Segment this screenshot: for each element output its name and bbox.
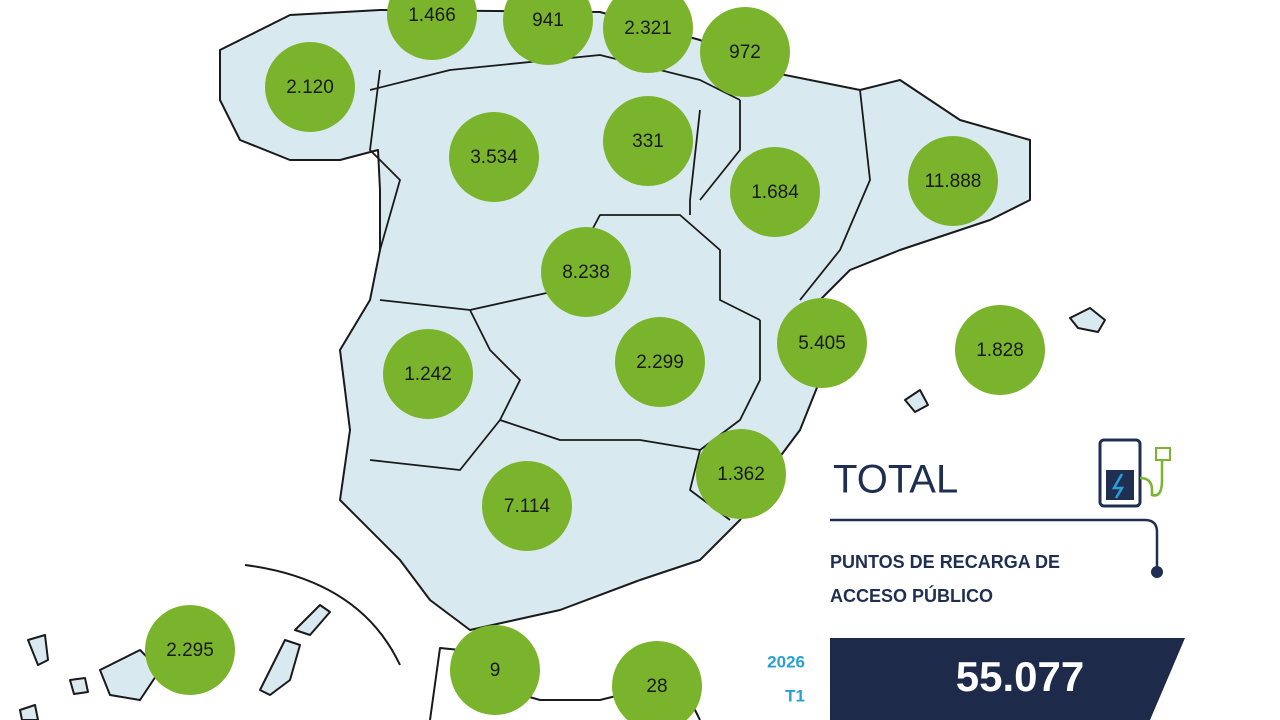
- bubble: [387, 0, 477, 60]
- bubble-label: 331: [632, 131, 664, 152]
- bubble: [603, 96, 693, 186]
- total-panel: TOTAL PUNTOS DE RECARGA DE ACCESO PÚBLIC…: [767, 438, 1185, 720]
- bubble: [482, 461, 572, 551]
- bubble: [265, 42, 355, 132]
- bubble-label: 972: [729, 42, 761, 63]
- total-value: 55.077: [956, 653, 1084, 700]
- bubble: [700, 7, 790, 97]
- total-title: TOTAL: [833, 458, 958, 502]
- canary-separator: [244, 564, 401, 666]
- border: [369, 54, 741, 101]
- bubble-label: 1.828: [976, 340, 1024, 361]
- bubble-label: 941: [532, 10, 564, 31]
- divider: [830, 518, 1159, 572]
- charger-icon: [1098, 438, 1171, 508]
- subtitle-line: PUNTOS DE RECARGA DE: [830, 552, 1060, 572]
- island: [259, 639, 301, 696]
- island: [19, 704, 39, 720]
- island: [69, 677, 89, 695]
- border: [379, 214, 761, 321]
- border: [369, 69, 401, 251]
- island: [99, 649, 161, 701]
- island: [904, 389, 929, 413]
- bubble: [603, 0, 693, 73]
- bubble-label: 2.299: [636, 352, 684, 373]
- bubble: [145, 605, 235, 695]
- bubble-label: 11.888: [925, 171, 982, 192]
- bubble-label: 28: [646, 676, 667, 697]
- year: 2026: [767, 652, 805, 671]
- bubble: [449, 112, 539, 202]
- bubble-label: 7.114: [504, 496, 551, 517]
- bubble: [730, 147, 820, 237]
- bubble: [612, 641, 702, 720]
- bubble: [696, 429, 786, 519]
- total-banner: [830, 638, 1185, 720]
- bubble: [615, 317, 705, 407]
- border: [799, 89, 871, 301]
- bubble: [383, 329, 473, 419]
- island: [1069, 307, 1106, 333]
- island: [294, 604, 331, 636]
- bubble-label: 1.466: [408, 5, 456, 26]
- bubble-label: 1.684: [751, 182, 799, 203]
- island: [27, 634, 49, 666]
- bubble: [503, 0, 593, 65]
- divider-dot: [1151, 566, 1163, 578]
- bubble-label: 1.362: [717, 464, 765, 485]
- bubbles: 1.466 941 2.321 972 2.120 3.534 331 1.684 11.888…: [145, 0, 1045, 720]
- bubble-label: 2.120: [286, 77, 334, 98]
- bubble: [908, 136, 998, 226]
- bubble-label: 2.295: [166, 640, 214, 661]
- bubble: [450, 625, 540, 715]
- border: [699, 100, 741, 201]
- bubble-label: 1.242: [404, 364, 452, 385]
- bubble-label: 9: [490, 660, 501, 681]
- border: [369, 309, 521, 471]
- bubble-label: 3.534: [470, 147, 518, 168]
- bubble-label: 2.321: [624, 18, 672, 39]
- subtitle-line: ACCESO PÚBLICO: [830, 585, 993, 606]
- quarter: T1: [785, 686, 805, 705]
- bubble-label: 8.238: [562, 262, 610, 283]
- bubble: [777, 298, 867, 388]
- bubble: [541, 227, 631, 317]
- bubble: [955, 305, 1045, 395]
- border: [689, 109, 701, 215]
- bubble-label: 5.405: [798, 333, 846, 354]
